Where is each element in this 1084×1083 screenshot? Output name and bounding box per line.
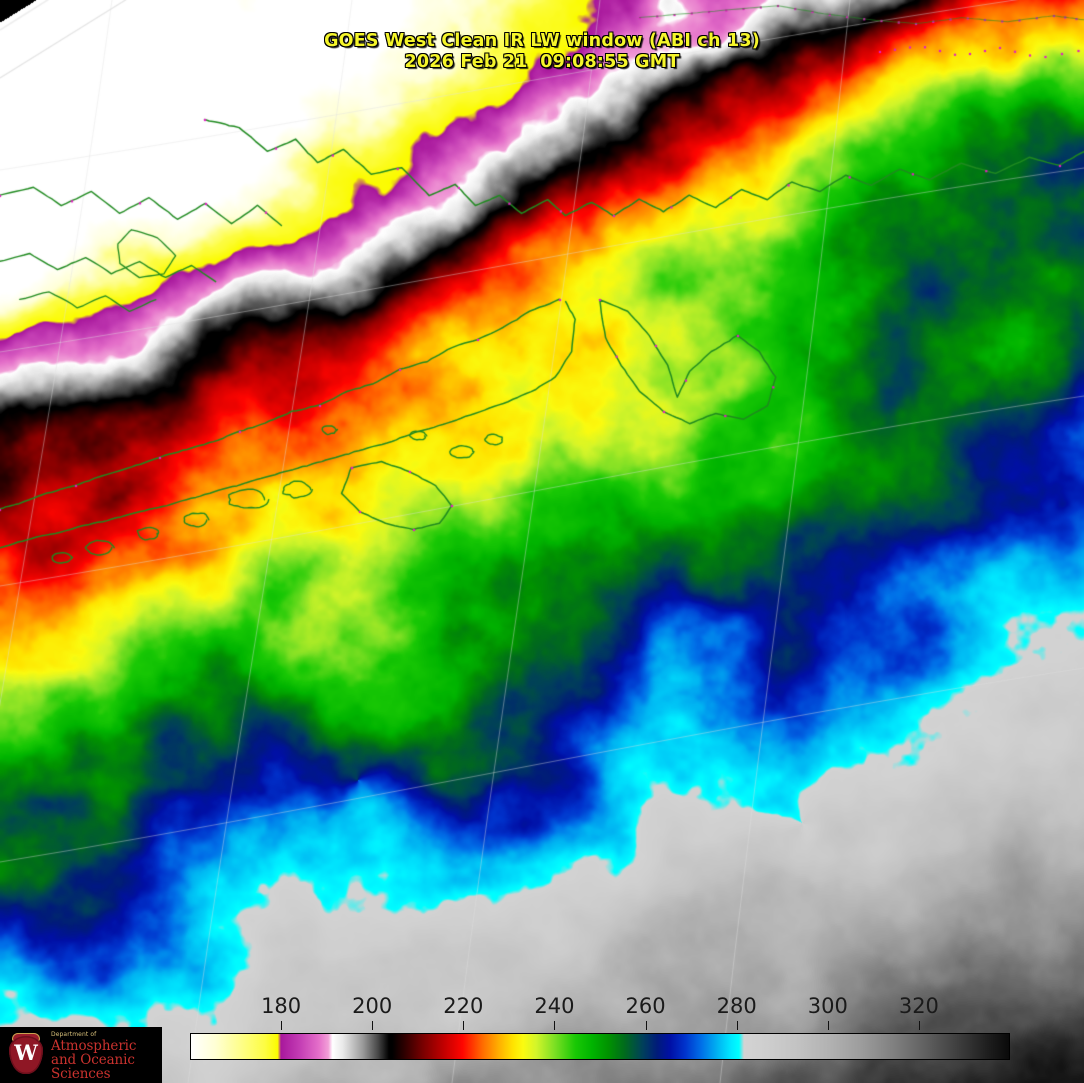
colorbar-tick-label: 200 <box>352 994 393 1018</box>
colorbar-tick-label: 180 <box>261 994 302 1018</box>
colorbar-tick-labels: 180 200 220 240 260 280 300 320 <box>0 993 1084 1030</box>
colorbar-tick-mark <box>827 1021 829 1030</box>
colorbar-tick-mark <box>281 1021 283 1030</box>
colorbar-tick-label: 280 <box>716 994 757 1018</box>
colorbar-tick-label: 220 <box>443 994 484 1018</box>
uw-aos-logo: W Department of Atmospheric and Oceanic … <box>0 1027 162 1083</box>
logo-line-1: Atmospheric <box>51 1037 137 1054</box>
colorbar-tick-mark <box>918 1021 920 1030</box>
colorbar-tick-label: 320 <box>898 994 939 1018</box>
colorbar-tick-mark <box>736 1021 738 1030</box>
crest-shield-shape <box>9 1036 43 1074</box>
crest-letter: W <box>14 1040 38 1065</box>
colorbar-tick-mark <box>372 1021 374 1030</box>
colorbar-gradient <box>190 1033 1010 1060</box>
colorbar-region: 180 200 220 240 260 280 300 320 <box>0 993 1084 1083</box>
colorbar-tick-label: 260 <box>625 994 666 1018</box>
logo-text-block: Department of Atmospheric and Oceanic Sc… <box>51 1030 162 1081</box>
logo-line-2: and Oceanic Sciences <box>51 1051 135 1082</box>
colorbar-tick-mark <box>554 1021 556 1030</box>
logo-department-line: Department of <box>51 1030 97 1038</box>
colorbar-tick-mark <box>645 1021 647 1030</box>
colorbar-tick-mark <box>463 1021 465 1030</box>
uw-crest-icon: W <box>5 1032 47 1078</box>
colorbar-tick-label: 240 <box>534 994 575 1018</box>
colorbar-tick-label: 300 <box>807 994 848 1018</box>
